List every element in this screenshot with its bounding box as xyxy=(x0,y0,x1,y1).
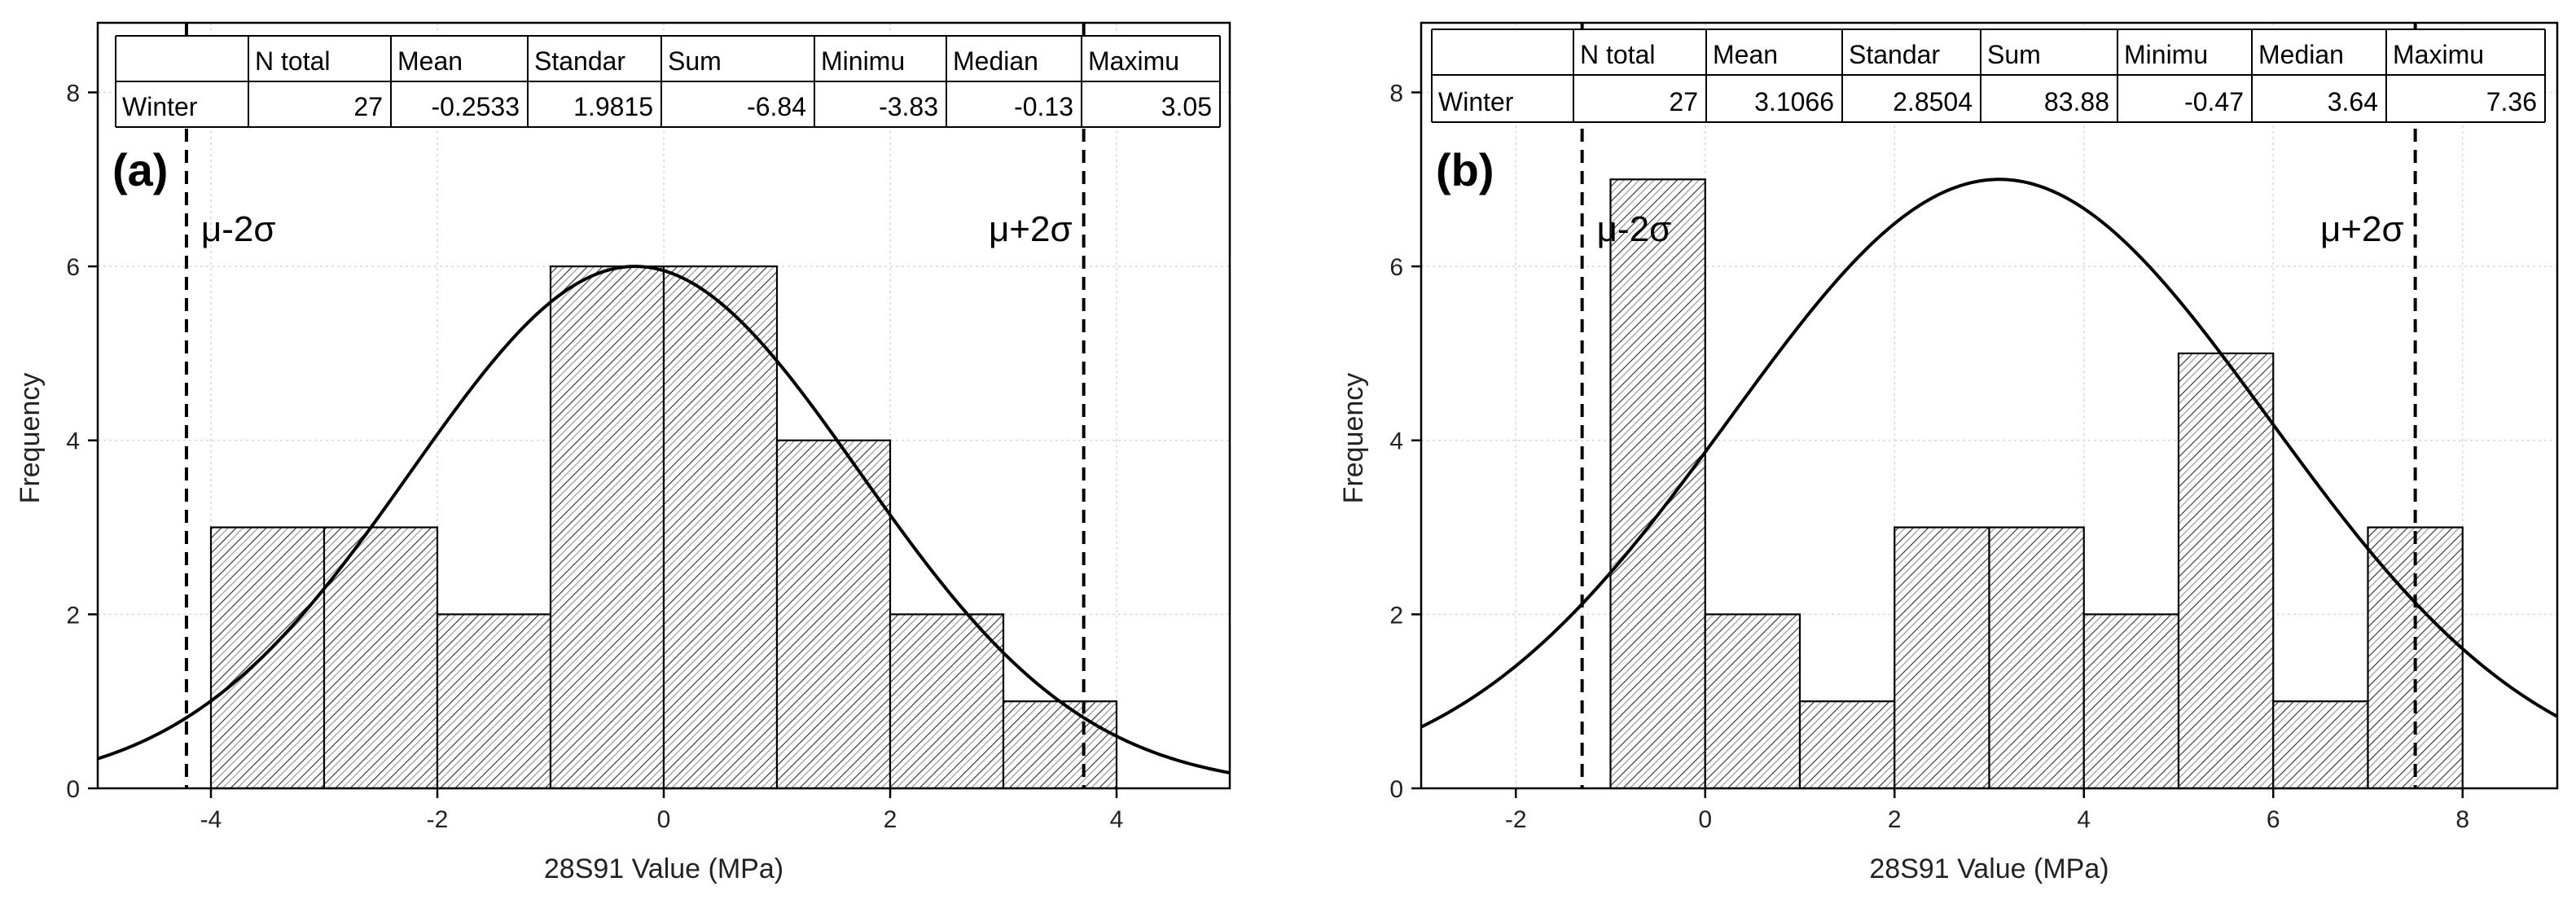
histogram-bar xyxy=(549,265,665,790)
stats-table-header: Minimu xyxy=(2124,40,2208,69)
y-tick-label: 0 xyxy=(66,776,80,803)
histogram-bar xyxy=(1609,178,1706,790)
panel-label: (a) xyxy=(112,144,168,195)
stats-table-cell: 2.8504 xyxy=(1893,87,1973,116)
stats-table-cell: -3.83 xyxy=(879,92,938,121)
stats-table-header: Median xyxy=(2258,40,2344,69)
histogram-bar xyxy=(1988,526,2085,790)
stats-table-header: Maximu xyxy=(2393,40,2484,69)
x-tick-label: 4 xyxy=(2077,806,2091,833)
stats-table-cell: 1.9815 xyxy=(573,92,653,121)
histogram-bar xyxy=(889,613,1005,790)
stats-table-header: Median xyxy=(953,46,1038,76)
stats-table-header: N total xyxy=(1580,40,1655,69)
stats-table-row-label: Winter xyxy=(122,92,198,121)
x-tick-label: 6 xyxy=(2267,806,2280,833)
sigma-label: μ-2σ xyxy=(1597,209,1672,249)
y-tick-label: 4 xyxy=(66,428,80,455)
stats-table-cell: -0.2533 xyxy=(431,92,520,121)
stats-table-cell: 27 xyxy=(1669,87,1698,116)
y-tick-label: 2 xyxy=(66,602,80,629)
x-tick-label: -2 xyxy=(427,806,449,833)
panel-a-histogram: μ-2σ μ+2σ -4 -2 0 2 4 0 2 4 6 8 28S91 Value (MPa) Fre… xyxy=(15,21,1231,884)
x-tick-label: 2 xyxy=(884,806,897,833)
stats-table-cell: 7.36 xyxy=(2486,87,2537,116)
stats-table-header: N total xyxy=(255,46,330,76)
x-tick-label: -4 xyxy=(200,806,222,833)
y-tick-label: 6 xyxy=(66,254,80,281)
y-tick-label: 6 xyxy=(1389,254,1403,281)
histogram-bar xyxy=(436,613,552,790)
stats-table-header: Minimu xyxy=(821,46,905,76)
y-tick-label: 4 xyxy=(1389,428,1403,455)
y-tick-label: 0 xyxy=(1389,776,1403,803)
plot-frame xyxy=(1420,21,2559,790)
stats-table-header: Standar xyxy=(1849,40,1940,69)
stats-table-cell: 3.05 xyxy=(1161,92,1212,121)
histogram-bar xyxy=(2082,613,2180,790)
panel-b-histogram: μ-2σ μ+2σ -2 0 2 4 6 8 0 2 4 6 8 28S91 Value (MPa) Fre… xyxy=(1338,21,2559,884)
stats-table-header: Sum xyxy=(668,46,722,76)
stats-table-cell: -0.47 xyxy=(2184,87,2244,116)
y-axis-title: Frequency xyxy=(1338,373,1369,504)
x-tick-label: 0 xyxy=(1698,806,1712,833)
stats-table-header: Standar xyxy=(534,46,625,76)
y-tick-label: 8 xyxy=(66,80,80,107)
x-tick-label: 0 xyxy=(657,806,671,833)
y-axis-title: Frequency xyxy=(15,373,46,504)
stats-table-cell: -0.13 xyxy=(1014,92,1073,121)
panel-label: (b) xyxy=(1436,144,1494,195)
x-tick-label: -2 xyxy=(1505,806,1527,833)
x-axis-title: 28S91 Value (MPa) xyxy=(544,853,783,884)
stats-table-cell: 3.1066 xyxy=(1754,87,1834,116)
y-tick-label: 2 xyxy=(1389,602,1403,629)
x-tick-label: 2 xyxy=(1888,806,1902,833)
stats-table-cell: 83.88 xyxy=(2044,87,2109,116)
histogram-bar xyxy=(1002,700,1118,790)
x-tick-label: 4 xyxy=(1110,806,1124,833)
stats-table-header: Maximu xyxy=(1088,46,1179,76)
sigma-label: μ-2σ xyxy=(201,209,276,249)
stats-table-header: Sum xyxy=(1987,40,2041,69)
histogram-bar xyxy=(1704,613,1801,790)
stats-table-header: Mean xyxy=(397,46,463,76)
stats-table-cell: -6.84 xyxy=(747,92,806,121)
stats-table-cell: 27 xyxy=(353,92,383,121)
y-tick-label: 8 xyxy=(1389,80,1403,107)
histogram-bar xyxy=(1894,526,1990,790)
sigma-label: μ+2σ xyxy=(2320,209,2404,249)
x-axis-title: 28S91 Value (MPa) xyxy=(1869,853,2109,884)
stats-table-cell: 3.64 xyxy=(2328,87,2378,116)
stats-table-row-label: Winter xyxy=(1438,87,1514,116)
histogram-bar xyxy=(1798,700,1896,790)
histogram-bar xyxy=(2272,700,2369,790)
histogram-bar xyxy=(662,265,779,790)
normal-distribution-curve xyxy=(97,265,1231,774)
x-tick-label: 8 xyxy=(2455,806,2469,833)
histogram-bar xyxy=(2177,352,2275,790)
sigma-label: μ+2σ xyxy=(989,209,1073,249)
histogram-bar xyxy=(209,526,326,790)
normal-distribution-curve xyxy=(1420,178,2558,729)
stats-table-header: Mean xyxy=(1713,40,1778,69)
